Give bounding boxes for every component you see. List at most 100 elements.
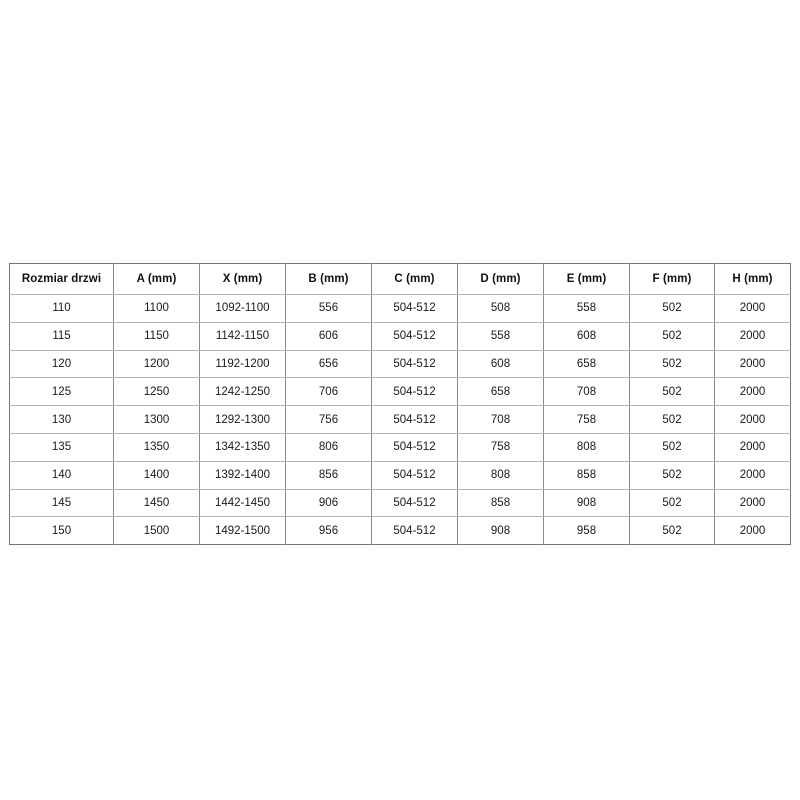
cell-f: 502 <box>629 322 715 351</box>
cell-a: 1300 <box>113 405 200 434</box>
column-header-d: D (mm) <box>457 263 544 295</box>
cell-c: 504-512 <box>371 377 458 407</box>
cell-f: 502 <box>629 433 715 462</box>
cell-f: 502 <box>629 405 715 434</box>
cell-size: 110 <box>9 294 114 323</box>
cell-size: 150 <box>9 516 114 545</box>
cell-c: 504-512 <box>371 350 458 379</box>
cell-e: 708 <box>543 377 630 407</box>
cell-x: 1192-1200 <box>199 350 286 379</box>
cell-h: 2000 <box>714 294 791 323</box>
table-row: 125 1250 1242-1250 706 504-512 658 708 5… <box>9 377 791 407</box>
cell-e: 608 <box>543 322 630 351</box>
cell-size: 130 <box>9 405 114 434</box>
column-header-e: E (mm) <box>543 263 630 295</box>
cell-h: 2000 <box>714 350 791 379</box>
cell-h: 2000 <box>714 322 791 351</box>
cell-c: 504-512 <box>371 322 458 351</box>
cell-x: 1342-1350 <box>199 433 286 462</box>
cell-c: 504-512 <box>371 461 458 490</box>
cell-b: 906 <box>285 489 372 518</box>
cell-e: 758 <box>543 405 630 434</box>
cell-h: 2000 <box>714 377 791 407</box>
cell-d: 858 <box>457 489 544 518</box>
cell-d: 908 <box>457 516 544 545</box>
cell-x: 1092-1100 <box>199 294 286 323</box>
cell-h: 2000 <box>714 489 791 518</box>
cell-b: 806 <box>285 433 372 462</box>
column-header-c: C (mm) <box>371 263 458 295</box>
column-header-b: B (mm) <box>285 263 372 295</box>
cell-b: 956 <box>285 516 372 545</box>
cell-x: 1292-1300 <box>199 405 286 434</box>
cell-b: 856 <box>285 461 372 490</box>
cell-b: 606 <box>285 322 372 351</box>
spec-table-container: Rozmiar drzwi A (mm) X (mm) B (mm) C (mm… <box>9 263 791 546</box>
table-row: 115 1150 1142-1150 606 504-512 558 608 5… <box>9 322 791 351</box>
cell-h: 2000 <box>714 433 791 462</box>
cell-a: 1100 <box>113 294 200 323</box>
cell-a: 1450 <box>113 489 200 518</box>
table-row: 130 1300 1292-1300 756 504-512 708 758 5… <box>9 405 791 434</box>
cell-d: 808 <box>457 461 544 490</box>
cell-a: 1400 <box>113 461 200 490</box>
cell-size: 115 <box>9 322 114 351</box>
cell-c: 504-512 <box>371 516 458 545</box>
cell-c: 504-512 <box>371 489 458 518</box>
cell-c: 504-512 <box>371 405 458 434</box>
cell-f: 502 <box>629 294 715 323</box>
cell-e: 858 <box>543 461 630 490</box>
table-row: 110 1100 1092-1100 556 504-512 508 558 5… <box>9 294 791 323</box>
cell-e: 658 <box>543 350 630 379</box>
cell-d: 608 <box>457 350 544 379</box>
cell-d: 708 <box>457 405 544 434</box>
table-row: 135 1350 1342-1350 806 504-512 758 808 5… <box>9 433 791 462</box>
cell-h: 2000 <box>714 461 791 490</box>
cell-f: 502 <box>629 461 715 490</box>
cell-c: 504-512 <box>371 433 458 462</box>
column-header-f: F (mm) <box>629 263 715 295</box>
cell-x: 1442-1450 <box>199 489 286 518</box>
cell-size: 125 <box>9 377 114 407</box>
column-header-rozmiar-drzwi: Rozmiar drzwi <box>9 263 114 295</box>
cell-d: 508 <box>457 294 544 323</box>
table-row: 145 1450 1442-1450 906 504-512 858 908 5… <box>9 489 791 518</box>
cell-f: 502 <box>629 377 715 407</box>
table-row: 140 1400 1392-1400 856 504-512 808 858 5… <box>9 461 791 490</box>
cell-b: 656 <box>285 350 372 379</box>
cell-e: 958 <box>543 516 630 545</box>
cell-c: 504-512 <box>371 294 458 323</box>
table-header-row: Rozmiar drzwi A (mm) X (mm) B (mm) C (mm… <box>9 263 791 295</box>
cell-b: 756 <box>285 405 372 434</box>
cell-size: 120 <box>9 350 114 379</box>
cell-x: 1242-1250 <box>199 377 286 407</box>
cell-d: 558 <box>457 322 544 351</box>
cell-b: 706 <box>285 377 372 407</box>
cell-x: 1142-1150 <box>199 322 286 351</box>
table-row: 150 1500 1492-1500 956 504-512 908 958 5… <box>9 516 791 545</box>
table-body: 110 1100 1092-1100 556 504-512 508 558 5… <box>9 294 791 545</box>
cell-d: 758 <box>457 433 544 462</box>
cell-a: 1200 <box>113 350 200 379</box>
cell-f: 502 <box>629 489 715 518</box>
cell-a: 1250 <box>113 377 200 407</box>
table-header: Rozmiar drzwi A (mm) X (mm) B (mm) C (mm… <box>9 263 791 295</box>
cell-x: 1392-1400 <box>199 461 286 490</box>
cell-d: 658 <box>457 377 544 407</box>
cell-e: 908 <box>543 489 630 518</box>
cell-f: 502 <box>629 516 715 545</box>
column-header-h: H (mm) <box>714 263 791 295</box>
cell-e: 558 <box>543 294 630 323</box>
cell-f: 502 <box>629 350 715 379</box>
cell-a: 1350 <box>113 433 200 462</box>
cell-a: 1500 <box>113 516 200 545</box>
door-size-dimension-table: Rozmiar drzwi A (mm) X (mm) B (mm) C (mm… <box>9 263 791 546</box>
cell-a: 1150 <box>113 322 200 351</box>
cell-size: 135 <box>9 433 114 462</box>
cell-x: 1492-1500 <box>199 516 286 545</box>
cell-size: 145 <box>9 489 114 518</box>
cell-b: 556 <box>285 294 372 323</box>
cell-h: 2000 <box>739 524 766 537</box>
cell-h: 2000 <box>714 405 791 434</box>
